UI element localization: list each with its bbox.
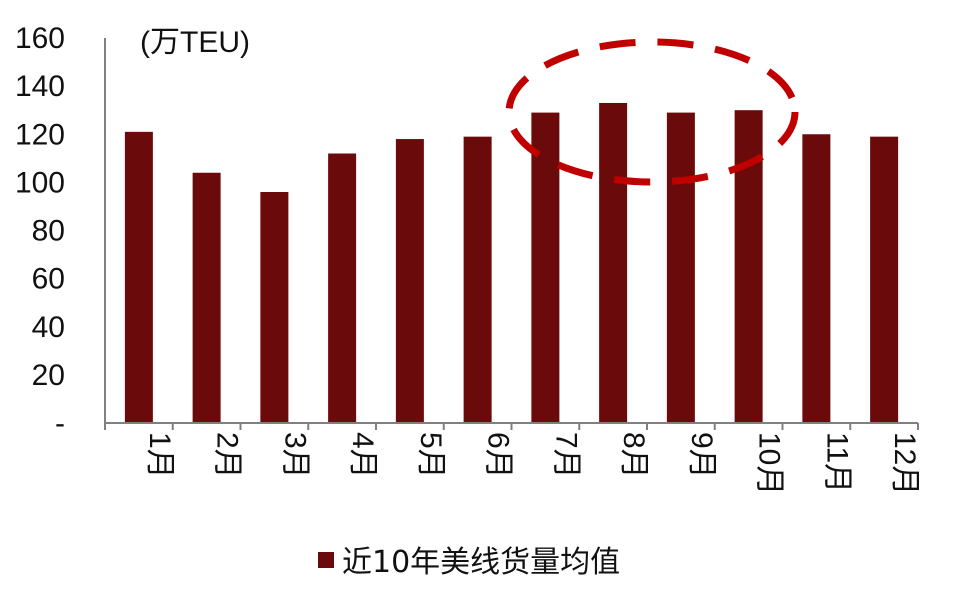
y-tick-label: 160 <box>15 22 65 55</box>
x-tick-label: 10月 <box>753 432 786 495</box>
bar <box>328 153 357 423</box>
bar-series <box>124 102 899 423</box>
bar <box>124 131 153 423</box>
y-axis-unit-label: (万TEU) <box>140 26 250 59</box>
legend: 近10年美线货量均值 <box>318 545 620 580</box>
x-tick-label: 6月 <box>482 432 515 479</box>
x-tick-label: 7月 <box>549 432 582 479</box>
axes <box>104 38 919 430</box>
y-tick-label: 20 <box>32 359 65 392</box>
bar <box>802 134 831 423</box>
bar <box>395 139 424 423</box>
x-tick-label: 4月 <box>346 432 379 479</box>
y-tick-label: 140 <box>15 70 65 103</box>
y-tick-label: 80 <box>32 215 65 248</box>
x-tick-label: 1月 <box>143 432 176 479</box>
x-tick-label: 9月 <box>685 432 718 479</box>
y-tick-label: 40 <box>32 311 65 344</box>
y-tick-label: 120 <box>15 118 65 151</box>
bar <box>463 136 492 423</box>
x-tick-label: 8月 <box>617 432 650 479</box>
legend-label: 近10年美线货量均值 <box>342 545 620 580</box>
bar <box>870 136 899 423</box>
bar <box>260 192 289 423</box>
legend-swatch <box>318 552 334 568</box>
y-tick-label: - <box>55 407 65 440</box>
bar <box>666 112 695 423</box>
x-tick-label: 11月 <box>820 432 853 493</box>
x-tick-label: 2月 <box>211 432 244 479</box>
x-tick-label: 12月 <box>888 432 921 495</box>
bar <box>531 112 560 423</box>
y-tick-label: 60 <box>32 263 65 296</box>
bar <box>192 172 221 423</box>
x-axis-labels: 1月 2月 3月 4月 5月 6月 7月 8月 9月 10月 11月 12月 <box>143 432 921 495</box>
x-tick-label: 5月 <box>414 432 447 479</box>
y-tick-label: 100 <box>15 166 65 199</box>
x-tick-label: 3月 <box>278 432 311 479</box>
y-axis-ticks: - 20 40 60 80 100 120 140 160 <box>15 22 65 440</box>
highlight-dashed-ellipse <box>505 38 799 186</box>
bar <box>599 102 628 423</box>
